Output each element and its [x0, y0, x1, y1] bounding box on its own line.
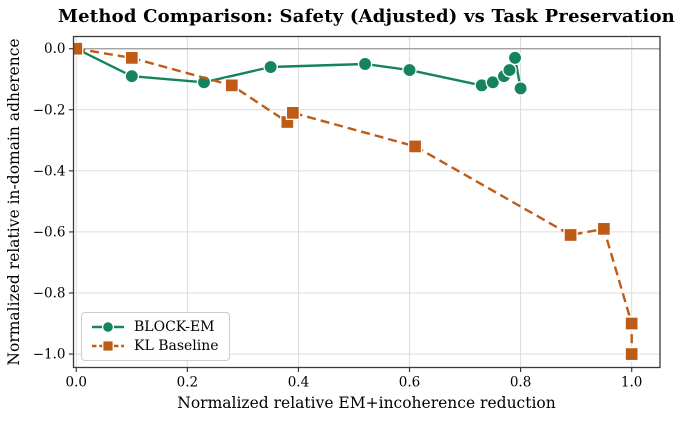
- legend-label-kl-baseline: KL Baseline: [134, 338, 219, 354]
- x-tick-label-0.4: 0.4: [288, 375, 309, 391]
- data-point-kl-baseline-1: [124, 50, 139, 66]
- data-point-kl-baseline-5: [407, 139, 423, 154]
- data-point-block-em-3: [263, 59, 278, 75]
- x-tick-label-0.2: 0.2: [177, 375, 198, 391]
- legend-item-block-em: BLOCK-EM: [91, 319, 219, 335]
- x-axis-label: Normalized relative EM+incoherence reduc…: [177, 394, 556, 412]
- legend-square-icon: [92, 340, 124, 352]
- x-tick-label-1.0: 1.0: [621, 375, 642, 391]
- y-tick-label-−0.2: −0.2: [33, 102, 66, 118]
- data-point-kl-baseline-2: [224, 78, 239, 93]
- y-tick-label-−0.4: −0.4: [33, 163, 66, 179]
- series-group: [73, 41, 639, 362]
- data-point-block-em-7: [485, 75, 501, 90]
- data-point-kl-baseline-0: [73, 41, 84, 56]
- y-axis-label: Normalized relative in-domain adherence: [5, 38, 23, 366]
- plot-border: [72, 35, 661, 369]
- legend-circle-icon: [92, 320, 124, 334]
- x-tick-label-0.0: 0.0: [66, 375, 87, 391]
- legend-item-kl-baseline: KL Baseline: [91, 338, 219, 354]
- legend: BLOCK-EM KL Baseline: [81, 312, 230, 361]
- x-tick-label-0.8: 0.8: [510, 375, 531, 391]
- y-tick-label-−0.6: −0.6: [33, 224, 66, 240]
- data-point-kl-baseline-6: [563, 227, 578, 243]
- data-point-block-em-4: [357, 56, 373, 72]
- y-tick-label-−1.0: −1.0: [33, 347, 66, 363]
- data-point-block-em-1: [124, 68, 140, 84]
- axis-ticks: 0.0 0.2 0.4 0.6 0.8 1.0 0.0 −0.2 −0.4 −0.6 −0.8 −1.…: [33, 41, 643, 390]
- x-tick-label-0.6: 0.6: [399, 375, 420, 391]
- chart-title: Method Comparison: Safety (Adjusted) vs …: [58, 6, 675, 27]
- data-point-block-em-11: [513, 81, 528, 96]
- data-point-kl-baseline-8: [624, 316, 639, 331]
- series-line-kl-baseline: [76, 47, 633, 355]
- data-point-block-em-5: [402, 62, 417, 78]
- data-point-kl-baseline-7: [596, 221, 612, 237]
- data-point-kl-baseline-9: [624, 346, 639, 362]
- data-point-block-em-9: [502, 62, 517, 78]
- legend-label-block-em: BLOCK-EM: [134, 319, 215, 335]
- data-point-block-em-10: [507, 50, 523, 66]
- y-tick-label-−0.8: −0.8: [33, 285, 66, 301]
- y-tick-label-0.0: 0.0: [44, 41, 65, 57]
- data-point-kl-baseline-4: [285, 105, 301, 120]
